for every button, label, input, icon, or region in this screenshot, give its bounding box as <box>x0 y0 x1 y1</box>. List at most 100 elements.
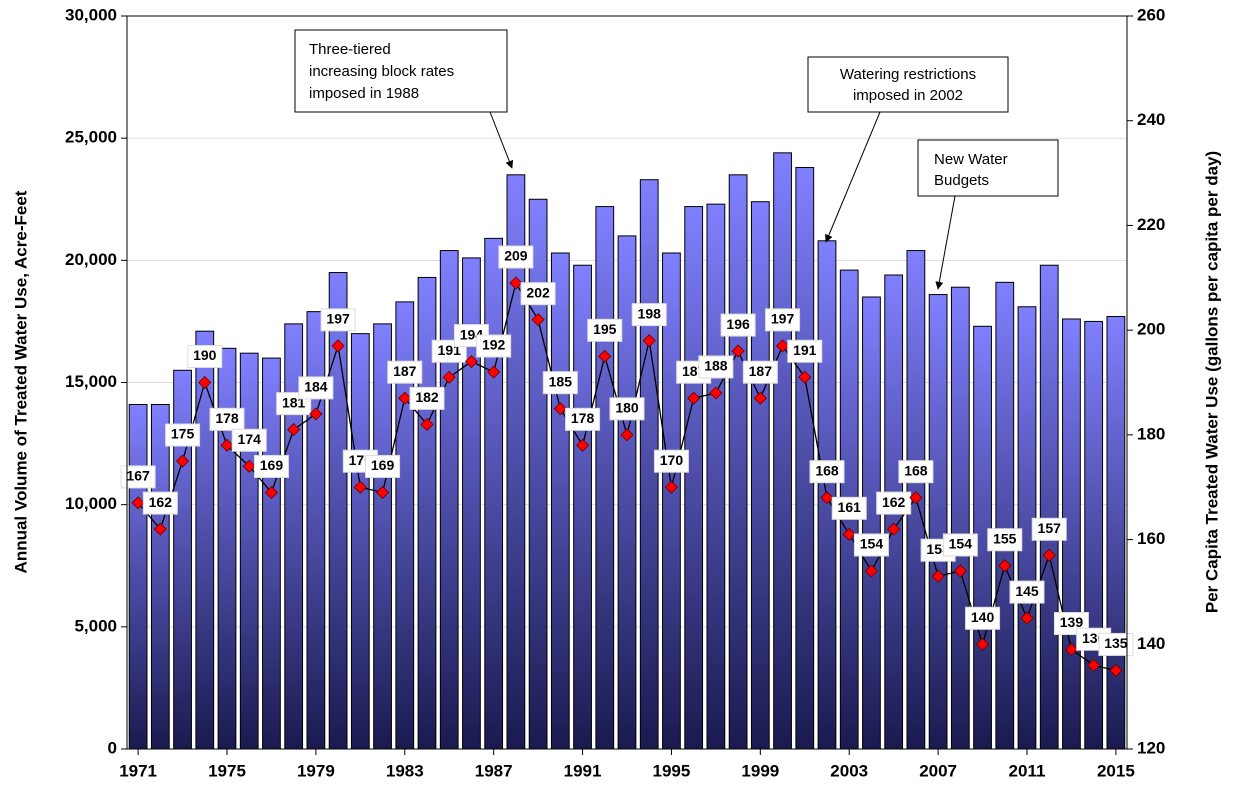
marker <box>953 564 967 578</box>
marker <box>153 522 167 536</box>
value-label: 135 <box>1104 635 1128 651</box>
y2-tick-label: 220 <box>1137 215 1165 234</box>
bar <box>150 403 170 750</box>
annotation-text: New Water <box>934 151 1008 168</box>
marker <box>1064 642 1079 657</box>
annotation-text: imposed in 2002 <box>853 87 963 104</box>
y-tick-label: 25,000 <box>65 128 117 147</box>
value-label: 195 <box>593 321 617 337</box>
value-label-box <box>898 460 934 484</box>
value-label: 140 <box>971 609 995 625</box>
x-tick-label: 1995 <box>653 761 691 780</box>
bar <box>995 281 1015 750</box>
value-label-box <box>587 318 623 342</box>
value-label-box <box>1098 632 1134 656</box>
value-label-box <box>631 303 667 327</box>
x-tick-label: 1991 <box>564 761 602 780</box>
value-label-box <box>120 465 156 489</box>
value-label-box <box>765 308 801 332</box>
bar <box>728 174 748 750</box>
value-label-box <box>1031 517 1067 541</box>
value-label: 180 <box>615 400 639 416</box>
value-label: 197 <box>326 311 350 327</box>
value-label: 139 <box>1060 614 1084 630</box>
y2-axis-title: Per Capita Treated Water Use (gallons pe… <box>1202 151 1221 613</box>
value-label-box <box>476 334 512 358</box>
marker <box>775 339 790 353</box>
marker <box>820 491 834 505</box>
value-label-box <box>542 371 578 395</box>
value-label-box <box>698 355 734 379</box>
value-label: 191 <box>793 342 817 358</box>
bar <box>262 357 281 750</box>
value-label: 187 <box>749 363 773 379</box>
y-tick-label: 30,000 <box>65 5 117 24</box>
value-label-box <box>187 345 223 368</box>
bar <box>750 201 770 750</box>
value-label-box <box>742 360 778 384</box>
value-label-box <box>853 533 889 557</box>
marker <box>598 349 612 363</box>
value-label-box <box>387 360 423 384</box>
value-label: 169 <box>371 457 395 473</box>
value-label: 192 <box>482 337 506 353</box>
y2-tick-label: 180 <box>1137 424 1165 443</box>
annotation-box <box>917 139 1059 197</box>
bar <box>528 198 548 750</box>
marker <box>1042 548 1056 562</box>
y2-tick-label: 120 <box>1137 738 1165 757</box>
value-label-box <box>298 376 334 400</box>
bar <box>795 166 815 750</box>
x-tick-label: 2015 <box>1097 761 1135 780</box>
bar <box>195 330 215 750</box>
x-tick-label: 2007 <box>919 761 957 780</box>
value-label: 167 <box>126 468 150 484</box>
value-label: 209 <box>504 248 528 264</box>
value-label-box <box>498 245 534 269</box>
marker <box>531 313 545 327</box>
marker <box>487 365 501 379</box>
value-label-box <box>231 428 267 452</box>
value-label: 161 <box>838 499 862 515</box>
value-label: 157 <box>1038 520 1062 536</box>
value-label: 174 <box>238 431 262 447</box>
value-label-box <box>809 460 845 484</box>
value-label: 169 <box>260 457 284 473</box>
marker <box>887 522 901 536</box>
value-label-box <box>987 528 1023 552</box>
marker <box>264 485 279 500</box>
value-label: 162 <box>882 494 906 510</box>
annotation-text: Budgets <box>934 172 989 189</box>
marker <box>975 637 990 651</box>
y-tick-label: 20,000 <box>65 250 117 269</box>
marker <box>464 354 479 369</box>
marker <box>220 438 234 452</box>
value-label: 168 <box>815 462 839 478</box>
marker <box>175 454 190 468</box>
value-label-box <box>209 407 245 431</box>
value-label: 178 <box>215 410 239 426</box>
x-tick-label: 1975 <box>208 761 246 780</box>
annotation-box <box>807 56 1009 113</box>
value-label: 202 <box>526 284 550 300</box>
y2-tick-label: 260 <box>1137 5 1165 24</box>
value-label-box <box>565 407 601 431</box>
y2-tick-label: 240 <box>1137 110 1165 129</box>
annotation-arrow <box>935 195 956 290</box>
marker <box>398 391 412 405</box>
marker <box>842 527 856 541</box>
marker <box>1109 663 1123 678</box>
bar <box>862 296 881 750</box>
plot-frame <box>126 15 1128 750</box>
marker <box>575 438 590 452</box>
marker <box>753 391 767 405</box>
bar <box>1039 264 1059 750</box>
bar <box>1084 320 1104 750</box>
x-tick-label: 1983 <box>386 761 424 780</box>
value-label-box <box>720 313 756 337</box>
value-label: 198 <box>638 305 662 321</box>
y-tick-label: 15,000 <box>65 372 117 391</box>
value-label: 196 <box>726 316 750 332</box>
value-label: 185 <box>549 373 573 389</box>
value-label-box <box>1009 580 1045 604</box>
